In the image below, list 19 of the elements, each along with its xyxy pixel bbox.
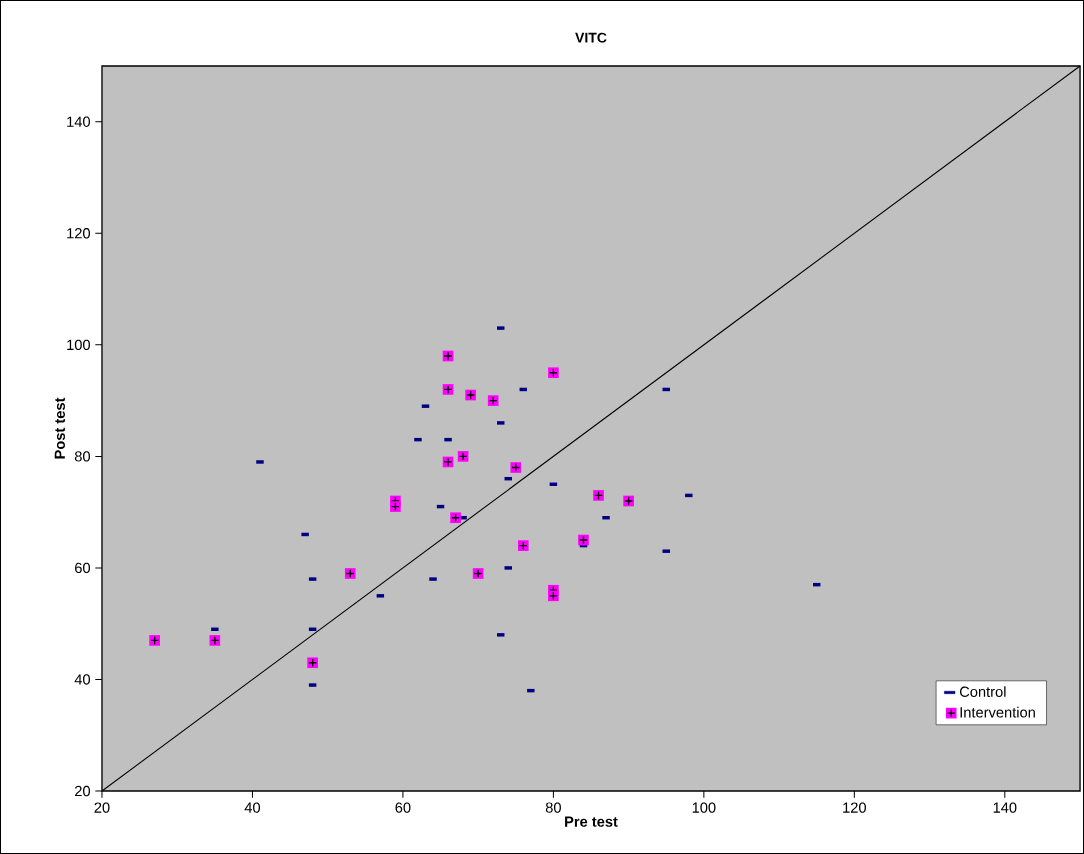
y-tick-label: 120: [67, 228, 91, 239]
y-tick-label: 80: [74, 451, 91, 462]
y-tick-label: 100: [67, 339, 91, 351]
y-tick-label: 60: [75, 562, 91, 574]
x-axis-title: Pre test: [565, 816, 618, 827]
y-tick-label: 140: [67, 116, 91, 127]
y-tick-label: 20: [75, 785, 91, 797]
x-tick-label: 140: [993, 802, 1017, 813]
x-tick-label: 20: [94, 802, 110, 813]
legend-label: Control: [959, 686, 1006, 697]
x-tick-label: 100: [692, 802, 716, 813]
x-tick-label: 80: [545, 802, 561, 813]
legend-label: Intervention: [960, 706, 1035, 718]
chart-title: VITC: [575, 32, 607, 43]
x-tick-label: 120: [843, 802, 866, 813]
y-axis-title: Post test: [54, 397, 65, 459]
x-tick-label: 60: [395, 802, 411, 813]
x-tick-label: 40: [244, 802, 261, 813]
y-tick-label: 40: [74, 674, 91, 685]
